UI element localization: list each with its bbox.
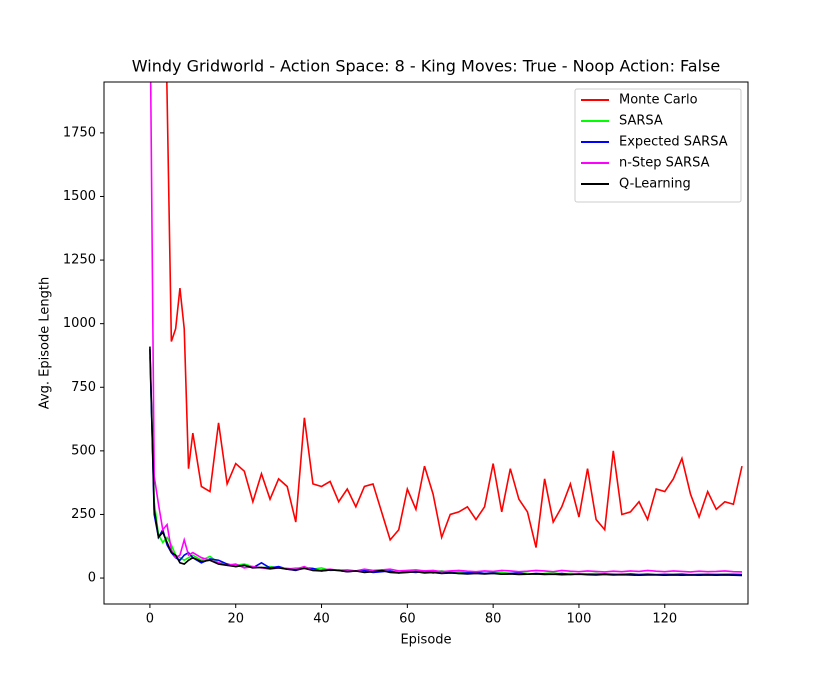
legend-label: n-Step SARSA [619, 156, 710, 171]
series-line [149, 346, 743, 577]
x-tick-label: 20 [227, 612, 244, 627]
legend-label: Q-Learning [619, 177, 691, 192]
legend-label: Expected SARSA [619, 135, 728, 150]
plot-frame [103, 81, 749, 605]
series-line [166, 82, 743, 548]
x-axis-label: Episode [400, 633, 451, 648]
y-axis-label: Avg. Episode Length [38, 277, 53, 409]
legend-label: SARSA [619, 114, 663, 129]
y-tick-label: 1250 [63, 253, 96, 268]
y-tick-label: 1500 [63, 189, 96, 204]
x-tick-label: 0 [146, 612, 154, 627]
x-tick-label: 120 [652, 612, 677, 627]
y-tick-label: 0 [88, 571, 96, 586]
x-tick-label: 100 [567, 612, 592, 627]
y-tick-label: 750 [71, 380, 96, 395]
y-tick-label: 500 [71, 443, 96, 458]
y-tick-label: 1750 [63, 125, 96, 140]
x-tick-label: 60 [399, 612, 416, 627]
y-tick-label: 250 [71, 507, 96, 522]
x-tick-label: 40 [313, 612, 330, 627]
y-tick-label: 1000 [63, 316, 96, 331]
plot-area [149, 82, 743, 577]
chart-title: Windy Gridworld - Action Space: 8 - King… [132, 57, 720, 76]
x-tick-label: 80 [485, 612, 502, 627]
legend-label: Monte Carlo [619, 93, 698, 108]
legend-box [574, 88, 742, 203]
